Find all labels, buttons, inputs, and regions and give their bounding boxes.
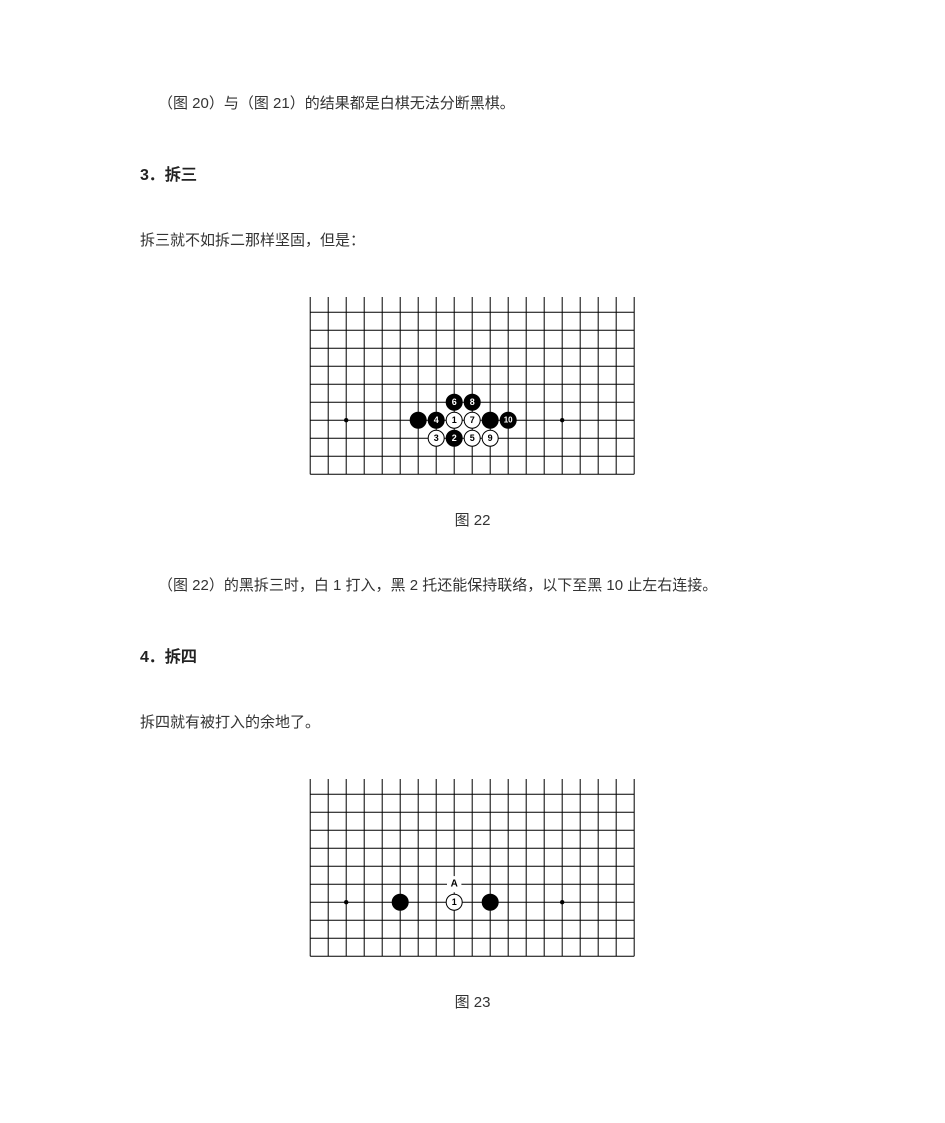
svg-text:9: 9: [488, 433, 493, 443]
svg-text:A: A: [451, 879, 458, 890]
svg-text:2: 2: [452, 433, 457, 443]
caption-fig-22: 图 22: [140, 509, 805, 530]
go-board-23: A1: [140, 779, 805, 957]
paragraph-intro: （图 20）与（图 21）的结果都是白棋无法分断黑棋。: [140, 90, 805, 119]
svg-text:3: 3: [434, 433, 439, 443]
go-board-22-svg: 68417103259: [294, 297, 650, 475]
go-board-23-svg: A1: [294, 779, 650, 957]
paragraph-chai-san: 拆三就不如拆二那样坚固，但是：: [140, 227, 805, 256]
svg-text:5: 5: [470, 433, 475, 443]
paragraph-fig22-desc: （图 22）的黑拆三时，白 1 打入，黑 2 托还能保持联络，以下至黑 10 止…: [140, 572, 805, 601]
svg-text:7: 7: [470, 415, 475, 425]
svg-text:10: 10: [504, 416, 513, 425]
page: （图 20）与（图 21）的结果都是白棋无法分断黑棋。 3．拆三 拆三就不如拆二…: [0, 0, 945, 1123]
paragraph-chai-si: 拆四就有被打入的余地了。: [140, 709, 805, 738]
go-board-22: 68417103259: [140, 297, 805, 475]
svg-text:6: 6: [452, 397, 457, 407]
heading-chai-si: 4．拆四: [140, 643, 805, 667]
heading-chai-san: 3．拆三: [140, 161, 805, 185]
caption-fig-23: 图 23: [140, 991, 805, 1012]
svg-text:1: 1: [452, 897, 457, 907]
svg-text:4: 4: [434, 415, 439, 425]
svg-text:1: 1: [452, 415, 457, 425]
svg-text:8: 8: [470, 397, 475, 407]
